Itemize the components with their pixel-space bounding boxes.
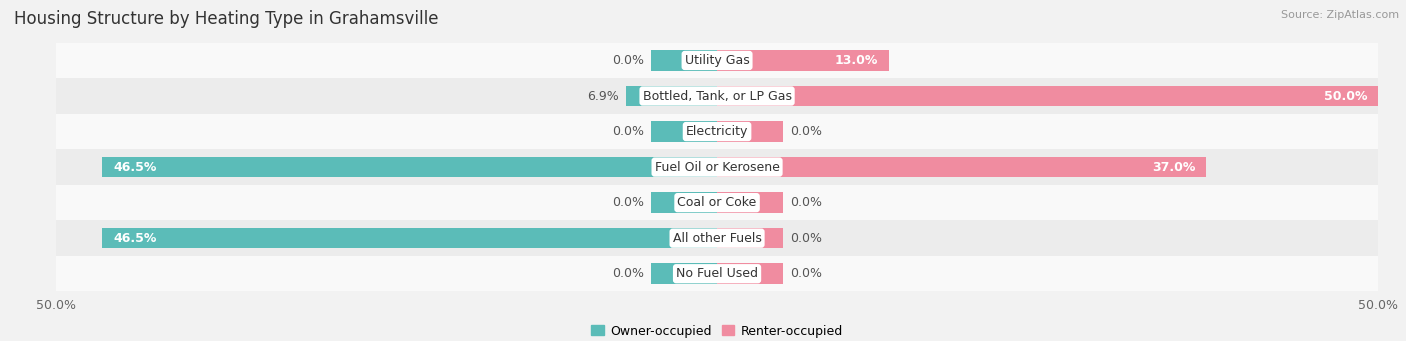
Bar — [56, 256, 1378, 292]
Bar — [717, 50, 889, 71]
Bar — [651, 192, 717, 213]
Bar — [103, 228, 717, 249]
Bar — [56, 149, 1378, 185]
Text: 13.0%: 13.0% — [835, 54, 879, 67]
Bar — [56, 185, 1378, 220]
Text: 0.0%: 0.0% — [790, 196, 821, 209]
Text: 0.0%: 0.0% — [790, 267, 821, 280]
Bar — [56, 78, 1378, 114]
Text: 46.5%: 46.5% — [112, 161, 156, 174]
Bar — [56, 114, 1378, 149]
Text: 0.0%: 0.0% — [613, 267, 644, 280]
Text: Utility Gas: Utility Gas — [685, 54, 749, 67]
Bar — [626, 86, 717, 106]
Text: 0.0%: 0.0% — [613, 196, 644, 209]
Text: Fuel Oil or Kerosene: Fuel Oil or Kerosene — [655, 161, 779, 174]
Text: 6.9%: 6.9% — [588, 89, 619, 103]
Text: 0.0%: 0.0% — [790, 232, 821, 245]
Text: Electricity: Electricity — [686, 125, 748, 138]
Bar — [717, 121, 783, 142]
Bar — [56, 43, 1378, 78]
Bar — [651, 263, 717, 284]
Text: 50.0%: 50.0% — [1324, 89, 1367, 103]
Bar — [717, 228, 783, 249]
Legend: Owner-occupied, Renter-occupied: Owner-occupied, Renter-occupied — [586, 320, 848, 341]
Text: Bottled, Tank, or LP Gas: Bottled, Tank, or LP Gas — [643, 89, 792, 103]
Text: 46.5%: 46.5% — [112, 232, 156, 245]
Text: 0.0%: 0.0% — [613, 125, 644, 138]
Text: 0.0%: 0.0% — [613, 54, 644, 67]
Bar — [717, 263, 783, 284]
Text: All other Fuels: All other Fuels — [672, 232, 762, 245]
Bar — [717, 192, 783, 213]
Bar — [717, 86, 1378, 106]
Text: No Fuel Used: No Fuel Used — [676, 267, 758, 280]
Bar — [717, 157, 1206, 177]
Bar — [651, 50, 717, 71]
Text: 37.0%: 37.0% — [1152, 161, 1195, 174]
Bar — [56, 220, 1378, 256]
Text: 0.0%: 0.0% — [790, 125, 821, 138]
Text: Source: ZipAtlas.com: Source: ZipAtlas.com — [1281, 10, 1399, 20]
Bar — [103, 157, 717, 177]
Bar — [651, 121, 717, 142]
Text: Coal or Coke: Coal or Coke — [678, 196, 756, 209]
Text: Housing Structure by Heating Type in Grahamsville: Housing Structure by Heating Type in Gra… — [14, 10, 439, 28]
